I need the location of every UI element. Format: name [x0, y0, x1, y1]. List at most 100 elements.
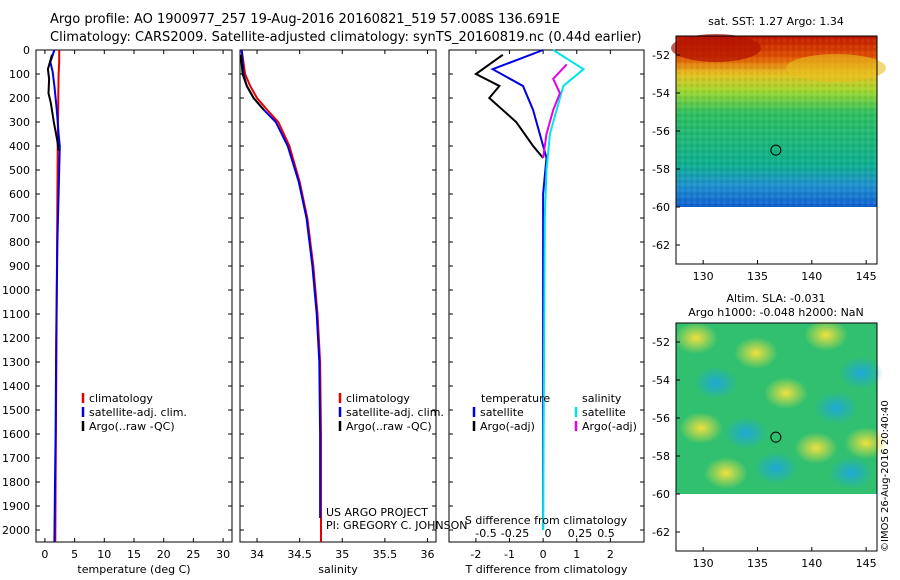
- map-y-tick-label: -54: [652, 374, 670, 387]
- x-tick-label: 10: [97, 548, 111, 561]
- x-tick-label-top: 0.25: [568, 527, 593, 540]
- x-tick-label: 36: [420, 548, 434, 561]
- legend-label: satellite: [582, 406, 626, 419]
- y-tick-label: 0: [23, 44, 30, 57]
- legend-label: Argo(-adj): [582, 420, 637, 433]
- sla-map-subtitle: Argo h1000: -0.048 h2000: NaN: [688, 306, 864, 319]
- x-tick-label: 2: [607, 548, 614, 561]
- sla-anomaly: [839, 357, 883, 389]
- map-x-tick-label: 135: [747, 557, 768, 570]
- x-tick-label-top: -0.25: [501, 527, 529, 540]
- y-tick-label: 600: [9, 188, 30, 201]
- profile-title: Argo profile: AO 1900977_257 19-Aug-2016…: [50, 12, 560, 27]
- y-tick-label: 1200: [2, 332, 30, 345]
- map-x-tick-label: 140: [801, 557, 822, 570]
- series-line-argo: [46, 54, 60, 151]
- series-line-satellite: [490, 49, 548, 530]
- sla-anomaly: [694, 367, 738, 399]
- x-tick-label: 35: [335, 548, 349, 561]
- legend-label: Argo(..raw -QC): [346, 420, 432, 433]
- pi-annotation: PI: GREGORY C. JOHNSON: [326, 519, 467, 532]
- x-tick-label: 1: [573, 548, 580, 561]
- x-tick-label: 34: [250, 548, 264, 561]
- y-tick-label: 1700: [2, 452, 30, 465]
- x-axis-label: T difference from climatology: [465, 563, 628, 576]
- map-y-tick-label: -56: [652, 125, 670, 138]
- map-x-tick-label: 130: [693, 270, 714, 283]
- series-line-argo: [239, 54, 265, 111]
- y-tick-label: 200: [9, 92, 30, 105]
- sla-anomaly: [804, 319, 848, 351]
- y-tick-label: 800: [9, 236, 30, 249]
- plot-frame: [35, 49, 233, 543]
- sla-anomaly: [814, 392, 858, 424]
- y-tick-label: 1800: [2, 476, 30, 489]
- map-y-tick-label: -62: [652, 526, 670, 539]
- legend-label: climatology: [89, 392, 153, 405]
- map-x-tick-label: 145: [856, 557, 877, 570]
- map-x-tick-label: 135: [747, 270, 768, 283]
- x-tick-label: 20: [157, 548, 171, 561]
- argo-position-marker: [770, 431, 782, 443]
- y-tick-label: 2000: [2, 524, 30, 537]
- y-tick-label: 1900: [2, 500, 30, 513]
- climatology-subtitle: Climatology: CARS2009. Satellite-adjuste…: [50, 30, 642, 45]
- argo-position-marker: [770, 144, 782, 156]
- map-y-tick-label: -58: [652, 450, 670, 463]
- sla-anomaly: [754, 452, 798, 484]
- sla-anomaly: [764, 377, 808, 409]
- x-tick-label: 30: [216, 548, 230, 561]
- warm-patch: [786, 54, 886, 82]
- y-tick-label: 400: [9, 140, 30, 153]
- x-axis-label: temperature (deg C): [77, 563, 190, 576]
- map-y-tick-label: -52: [652, 336, 670, 349]
- x-tick-label: 0: [540, 548, 547, 561]
- series-line-salinity_satellite: [542, 49, 586, 531]
- legend-label: satellite: [480, 406, 524, 419]
- x-tick-label: 0: [41, 548, 48, 561]
- map-frame: [675, 322, 878, 552]
- plot-frame: [448, 49, 645, 543]
- plot-frame: [239, 49, 437, 543]
- y-tick-label: 1100: [2, 308, 30, 321]
- x-tick-label: 5: [71, 548, 78, 561]
- x-tick-label: -2: [470, 548, 481, 561]
- sla-anomaly: [704, 457, 748, 489]
- map-y-tick-label: -58: [652, 163, 670, 176]
- warm-patch: [671, 34, 761, 62]
- map-x-tick-label: 145: [856, 270, 877, 283]
- imos-watermark: ©IMOS 26-Aug-2016 20:40:40: [880, 400, 891, 552]
- map-y-tick-label: -62: [652, 239, 670, 252]
- series-line-salinity_argo: [542, 63, 568, 159]
- legend-label: satellite-adj. clim.: [346, 406, 444, 419]
- sst-map-title: sat. SST: 1.27 Argo: 1.34: [708, 15, 844, 28]
- legend-header: temperature: [481, 392, 550, 405]
- map-y-tick-label: -54: [652, 87, 670, 100]
- x-tick-label-top: 0: [545, 527, 552, 540]
- x-tick-label-top: 0.5: [597, 527, 615, 540]
- y-tick-label: 900: [9, 260, 30, 273]
- sla-anomaly: [679, 412, 723, 444]
- legend-label: climatology: [346, 392, 410, 405]
- x-tick-label: 15: [127, 548, 141, 561]
- sla-anomaly: [734, 337, 778, 369]
- x-tick-label-top: -0.5: [475, 527, 496, 540]
- legend-header: salinity: [582, 392, 622, 405]
- sla-anomaly: [829, 457, 873, 489]
- x-tick-label: 34.5: [287, 548, 312, 561]
- map-y-tick-label: -60: [652, 201, 670, 214]
- x-tick-label: 35.5: [373, 548, 398, 561]
- y-tick-label: 300: [9, 116, 30, 129]
- sla-anomaly: [724, 417, 768, 449]
- y-tick-label: 1000: [2, 284, 30, 297]
- legend-label: Argo(-adj): [480, 420, 535, 433]
- project-annotation: US ARGO PROJECT: [326, 506, 428, 519]
- x-tick-label: -1: [504, 548, 515, 561]
- map-y-tick-label: -60: [652, 488, 670, 501]
- y-tick-label: 1600: [2, 428, 30, 441]
- x-axis-label: salinity: [318, 563, 358, 576]
- sla-map-title: Altim. SLA: -0.031: [726, 292, 825, 305]
- x-tick-label: 25: [186, 548, 200, 561]
- x-axis-label-top: S difference from climatology: [465, 514, 628, 527]
